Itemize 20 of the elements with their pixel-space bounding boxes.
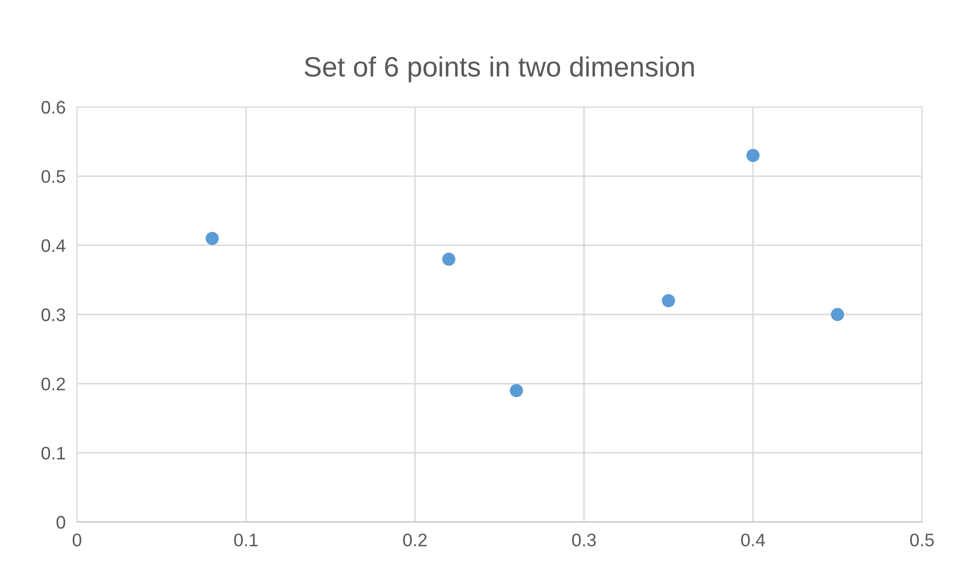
y-tick-label: 0.3	[41, 308, 66, 322]
point	[206, 232, 219, 246]
point	[830, 308, 844, 322]
chart-title: Set of 6 points in two dimension	[304, 56, 694, 82]
point	[442, 252, 456, 266]
point	[510, 384, 523, 398]
x-tick-label: 0.5	[910, 534, 934, 546]
x-tick-label: 0.1	[234, 534, 258, 546]
y-tick-label: 0.2	[41, 378, 65, 390]
point	[662, 294, 676, 308]
x-tick-label: 0.3	[572, 534, 596, 546]
x-tick-label: 0.2	[403, 534, 427, 546]
y-tick-label: 0.6	[41, 100, 66, 114]
x-tick-label: 0.4	[741, 534, 766, 546]
y-tick-label: 0.1	[41, 446, 66, 460]
point	[746, 148, 760, 162]
x-tick-label: 0	[72, 534, 82, 546]
y-tick-label: 0	[56, 516, 66, 529]
y-tick-label: 0.4	[41, 239, 66, 252]
y-tick-label: 0.5	[41, 170, 66, 183]
